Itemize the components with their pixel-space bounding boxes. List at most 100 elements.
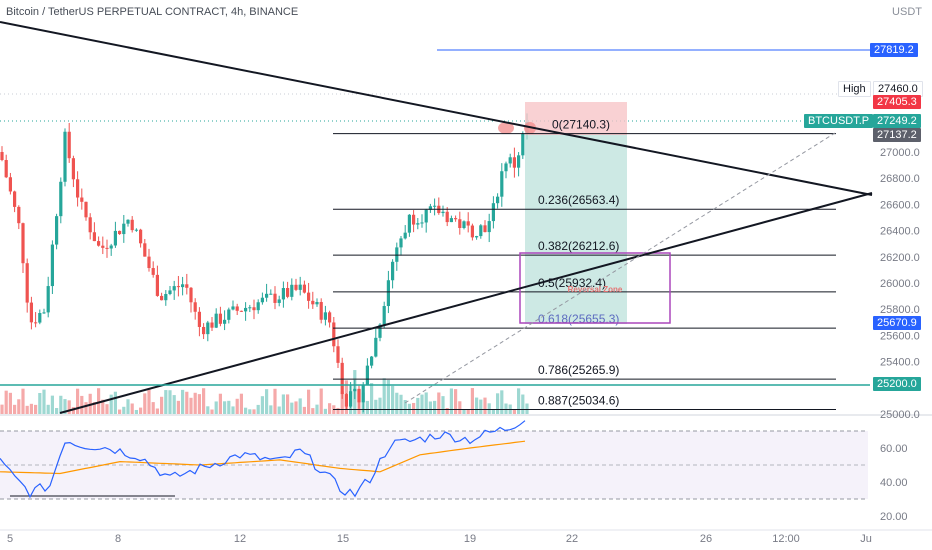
volume-bar [76,388,80,414]
candle-body [42,312,46,314]
candle-body [164,294,168,301]
volume-bar [491,409,495,414]
candle-body [281,288,285,300]
volume-bar [42,389,46,414]
volume-bar [466,409,470,414]
candle-body [126,219,130,224]
candle-body [38,313,42,323]
candle-body [361,385,365,403]
volume-bar [193,392,197,414]
candle-body [25,263,29,303]
volume-bar [479,399,483,414]
volume-bar [202,388,206,414]
volume-bar [470,388,474,414]
volume-bar [206,406,210,414]
price-tick: 25000.0 [880,409,920,421]
volume-bar [521,394,525,414]
entry-marker [498,122,514,134]
volume-bar [290,402,294,414]
candle-body [235,306,239,311]
volume-bar [8,392,12,414]
volume-bar [105,404,109,414]
candle-body [118,230,122,235]
volume-bar [454,389,458,414]
volume-bar [458,401,462,414]
candle-body [92,232,96,242]
candle-body [181,284,185,288]
volume-bar [223,401,227,414]
candle-body [168,290,172,295]
volume-bar [71,407,75,414]
candle-body [412,214,416,225]
price-scale[interactable]: 27000.0 26800.0 26600.0 26400.0 26200.0 26000… [880,147,920,421]
take-profit-zone[interactable] [525,135,627,324]
time-axis[interactable]: 5 8 12 15 19 22 26 12:00 Ju [7,533,872,545]
fib-label: 0.382(26212.6) [538,239,619,253]
sl-level-tag: 25670.9 [873,316,921,330]
candle-body [223,319,227,324]
candle-body [46,286,50,313]
candle-body [227,309,231,320]
candle-body [475,236,479,238]
candle-body [311,300,315,305]
candle-body [386,280,390,307]
volume-bar [328,403,332,414]
candle-body [315,302,319,305]
volume-bar [307,389,311,414]
volume-bar [399,394,403,414]
last-price-tag: 27249.2 [873,114,921,128]
volume-bar [437,392,441,414]
volume-bar [46,404,50,414]
candle-body [197,311,201,327]
fib-retracement[interactable]: 0(27140.3) 0.236(26563.4) 0.382(26212.6) 0.… [333,118,836,410]
candle-body [336,346,340,363]
candle-body [113,230,117,246]
candle-body [403,232,407,239]
candle-body [420,222,424,224]
volume-bar [197,394,201,414]
candle-body [399,238,403,248]
volume-bar [403,400,407,414]
volume-bar [416,397,420,414]
symbol-tag: BTCUSDT.P [804,114,874,128]
rsi-line [0,420,526,499]
candle-body [319,302,323,320]
volume-bar [139,407,143,414]
volume-bar [126,399,130,414]
support-level-tag: 25200.0 [873,377,921,391]
high-label: High [838,81,871,97]
volume-bar [378,397,382,414]
volume-bar [244,407,248,414]
candle-body [239,310,243,312]
candle-body [0,152,4,161]
volume-bar [294,401,298,414]
volume-bar [227,400,231,414]
candle-body [218,313,222,324]
price-tick: 26000.0 [880,278,920,290]
fib-label: 0.618(25655.3) [538,312,619,326]
volume-bar [13,404,17,414]
volume-bar [63,399,67,414]
volume-bar [29,403,33,414]
candle-body [307,292,311,301]
volume-bar [155,408,159,414]
volume-bar [391,385,395,414]
volume-bar [483,397,487,414]
volume-bar [395,392,399,414]
volume-bar [4,390,8,414]
upper-trendline[interactable] [0,21,873,196]
projection-line[interactable] [404,132,836,404]
rsi-tick: 20.00 [880,511,908,523]
candle-body [500,171,504,197]
volume-bar [269,405,273,414]
volume-bar [319,388,323,414]
candle-body [353,388,357,392]
candle-body [273,293,277,303]
candle-body [391,261,395,281]
lower-trendline[interactable] [59,192,873,414]
candle-body [466,221,470,226]
candle-body [424,209,428,223]
candle-body [328,312,332,323]
candle-body [332,322,336,347]
